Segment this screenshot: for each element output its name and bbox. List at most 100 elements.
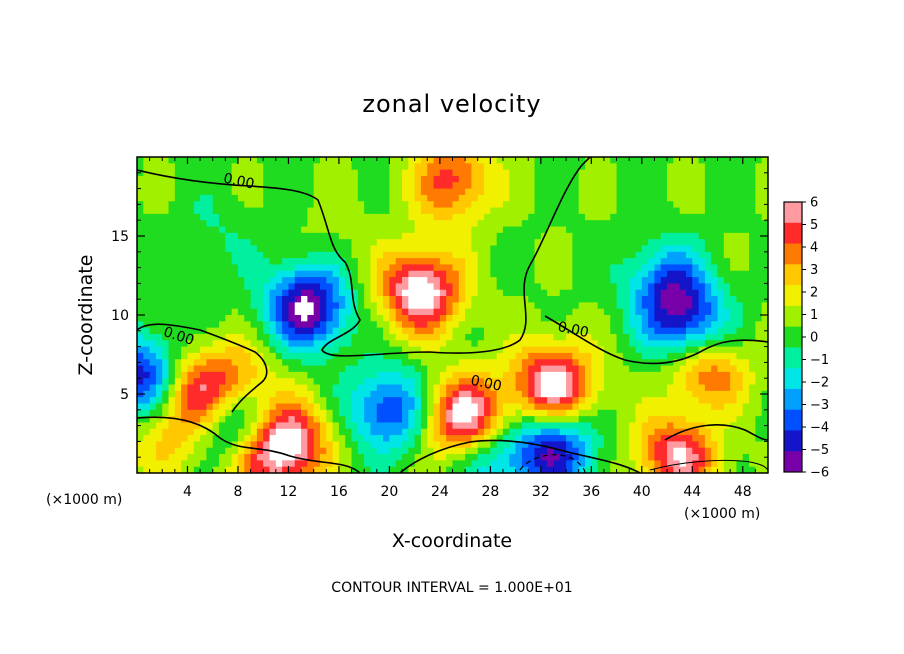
heatmap-cell xyxy=(616,283,624,291)
heatmap-cell xyxy=(736,163,744,171)
heatmap-cell xyxy=(225,283,233,291)
heatmap-cell xyxy=(414,371,422,379)
heatmap-cell xyxy=(370,258,378,266)
heatmap-cell xyxy=(319,232,327,240)
heatmap-cell xyxy=(383,207,390,215)
heatmap-cell xyxy=(376,194,384,202)
heatmap-cell xyxy=(629,441,637,449)
heatmap-cell xyxy=(237,333,245,341)
heatmap-cell xyxy=(622,365,630,373)
heatmap-cell xyxy=(730,346,738,354)
heatmap-cell xyxy=(711,466,719,473)
heatmap-cell xyxy=(200,365,208,373)
heatmap-cell xyxy=(143,422,151,430)
heatmap-cell xyxy=(717,447,725,455)
heatmap-cell xyxy=(717,346,725,354)
heatmap-cell xyxy=(408,371,416,379)
heatmap-cell xyxy=(667,175,674,183)
heatmap-cell xyxy=(559,283,567,291)
heatmap-cell xyxy=(427,333,435,341)
heatmap-cell xyxy=(528,239,536,247)
heatmap-cell xyxy=(559,251,567,259)
heatmap-cell xyxy=(629,157,637,164)
heatmap-cell xyxy=(465,435,473,442)
heatmap-cell xyxy=(521,188,529,196)
heatmap-cell xyxy=(389,397,397,405)
heatmap-cell xyxy=(193,169,201,177)
heatmap-cell xyxy=(547,435,555,442)
heatmap-cell xyxy=(452,384,460,392)
heatmap-cell xyxy=(717,157,725,164)
heatmap-cell xyxy=(553,352,561,360)
heatmap-cell xyxy=(749,466,756,473)
heatmap-cell xyxy=(326,201,334,209)
heatmap-cell xyxy=(294,327,302,335)
heatmap-cell xyxy=(364,352,372,360)
heatmap-cell xyxy=(137,175,144,183)
heatmap-cell xyxy=(698,296,706,303)
heatmap-cell xyxy=(193,308,201,316)
heatmap-cell xyxy=(704,460,712,468)
heatmap-cell xyxy=(755,466,763,473)
heatmap-cell xyxy=(673,258,681,266)
heatmap-cell xyxy=(736,258,744,266)
heatmap-cell xyxy=(193,207,201,215)
heatmap-cell xyxy=(540,220,548,228)
heatmap-cell xyxy=(439,175,447,183)
heatmap-cell xyxy=(572,321,580,329)
heatmap-cell xyxy=(477,409,485,417)
heatmap-cell xyxy=(534,371,542,379)
heatmap-cell xyxy=(433,403,441,411)
heatmap-cell xyxy=(648,416,656,424)
heatmap-cell xyxy=(282,226,290,234)
heatmap-cell xyxy=(402,397,409,405)
heatmap-cell xyxy=(566,333,573,341)
heatmap-cell xyxy=(629,422,637,430)
heatmap-cell xyxy=(578,277,586,284)
heatmap-cell xyxy=(723,308,731,316)
heatmap-cell xyxy=(389,315,397,322)
heatmap-cell xyxy=(420,182,428,190)
heatmap-cell xyxy=(673,352,681,360)
heatmap-cell xyxy=(275,416,283,424)
heatmap-cell xyxy=(698,283,706,291)
heatmap-cell xyxy=(679,409,687,417)
heatmap-cell xyxy=(673,163,681,171)
heatmap-cell xyxy=(357,441,365,449)
heatmap-cell xyxy=(711,302,719,310)
heatmap-cell xyxy=(610,315,618,322)
heatmap-cell xyxy=(660,441,668,449)
heatmap-cell xyxy=(610,435,618,442)
heatmap-cell xyxy=(704,315,712,322)
heatmap-cell xyxy=(736,321,744,329)
heatmap-cell xyxy=(288,270,296,278)
heatmap-cell xyxy=(761,435,768,442)
heatmap-cell xyxy=(534,365,542,373)
heatmap-cell xyxy=(256,308,264,316)
heatmap-cell xyxy=(749,213,756,221)
heatmap-cell xyxy=(635,182,643,190)
heatmap-cell xyxy=(370,352,378,360)
heatmap-cell xyxy=(465,403,473,411)
heatmap-cell xyxy=(622,403,630,411)
heatmap-cell xyxy=(162,346,170,354)
heatmap-cell xyxy=(521,264,529,272)
heatmap-cell xyxy=(225,245,233,253)
heatmap-cell xyxy=(465,201,473,209)
heatmap-cell xyxy=(711,327,719,335)
heatmap-cell xyxy=(540,194,548,202)
heatmap-cell xyxy=(193,397,201,405)
heatmap-cell xyxy=(578,226,586,234)
heatmap-cell xyxy=(275,289,283,297)
heatmap-cell xyxy=(402,447,409,455)
heatmap-cell xyxy=(143,175,151,183)
heatmap-cell xyxy=(244,277,252,284)
heatmap-cell xyxy=(288,428,296,436)
heatmap-cell xyxy=(137,441,144,449)
heatmap-cell xyxy=(181,365,189,373)
heatmap-cell xyxy=(509,466,517,473)
heatmap-cell xyxy=(269,169,277,177)
heatmap-cell xyxy=(648,163,656,171)
heatmap-cell xyxy=(572,226,580,234)
heatmap-cell xyxy=(534,435,542,442)
